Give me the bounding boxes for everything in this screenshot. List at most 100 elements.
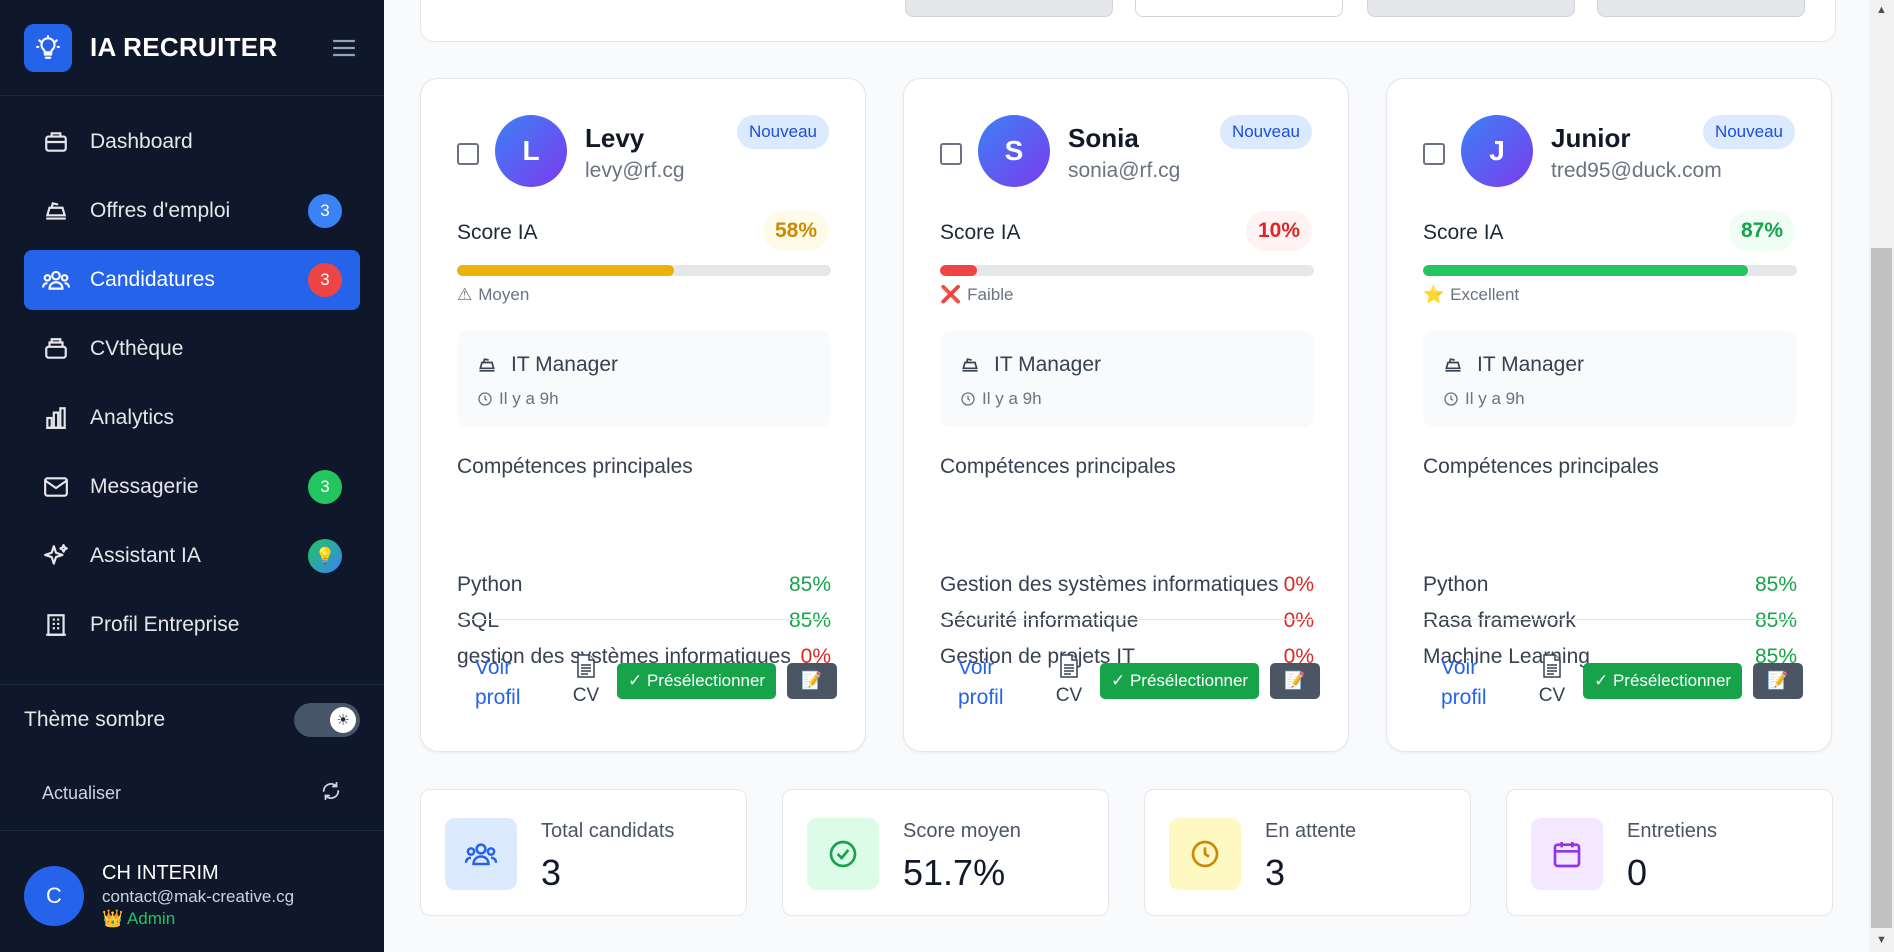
skill-row: Gestion des systèmes informatiques 0% — [940, 573, 1314, 597]
skill-row: Python 85% — [1423, 573, 1797, 597]
filter-button[interactable] — [1597, 0, 1805, 17]
clock-icon — [1169, 818, 1241, 890]
score-bar-fill — [457, 265, 674, 276]
skill-name: Python — [457, 573, 523, 596]
brand-name: IA RECRUITER — [90, 32, 278, 62]
preselect-button[interactable]: ✓ Présélectionner — [617, 663, 777, 699]
count-badge: 3 — [308, 470, 342, 504]
job-title: IT Manager — [1443, 353, 1584, 377]
level-icon: ❌ — [940, 285, 962, 304]
select-checkbox[interactable] — [940, 143, 962, 165]
job-title-text: IT Manager — [994, 353, 1101, 376]
sidebar-item-offres[interactable]: Offres d'emploi 3 — [24, 181, 360, 241]
link-text: profil — [1441, 686, 1487, 709]
filter-button[interactable] — [1367, 0, 1575, 17]
hamburger-menu-icon[interactable] — [328, 32, 360, 64]
skill-percent: 0% — [1283, 609, 1314, 632]
user-info: CH INTERIM contact@mak-creative.cg 👑 Adm… — [102, 862, 294, 929]
skill-name: Python — [1423, 573, 1489, 596]
skill-percent: 85% — [788, 573, 831, 596]
scrollbar[interactable]: ▲ ▼ — [1869, 0, 1894, 952]
select-checkbox[interactable] — [1423, 143, 1445, 165]
candidate-name: Sonia — [1068, 123, 1139, 153]
skill-name: SQL — [457, 609, 500, 632]
skill-name: Gestion de projets IT — [940, 645, 1135, 668]
cv-label: CV — [1538, 685, 1566, 706]
stat-card-score: Score moyen 51.7% — [782, 789, 1109, 916]
candidate-card: L Levy levy@rf.cg Nouveau Score IA 58% ⚠… — [420, 78, 866, 752]
user-profile[interactable]: C CH INTERIM contact@mak-creative.cg 👑 A… — [24, 862, 294, 929]
refresh-icon[interactable] — [320, 780, 342, 807]
sidebar-item-cvtheque[interactable]: CVthèque — [24, 319, 360, 379]
level-icon: ⚠ — [457, 285, 473, 304]
level-label: Moyen — [478, 285, 530, 304]
sidebar-item-label: Profil Entreprise — [90, 613, 240, 636]
cv-link[interactable]: CV — [571, 653, 601, 707]
sidebar-item-messagerie[interactable]: Messagerie 3 — [24, 457, 360, 517]
note-button[interactable]: 📝 — [1753, 663, 1803, 699]
score-value: 10% — [1245, 211, 1312, 251]
sidebar-item-label: Candidatures — [90, 268, 215, 291]
stat-label: En attente — [1265, 820, 1357, 842]
skill-percent: 0% — [1283, 645, 1314, 668]
sidebar-item-label: Assistant IA — [90, 544, 201, 567]
archive-icon — [42, 335, 70, 363]
sidebar-item-label: Analytics — [90, 406, 175, 429]
preselect-button[interactable]: ✓ Présélectionner — [1583, 663, 1743, 699]
candidate-name: Junior — [1551, 123, 1631, 153]
sidebar-item-candidatures[interactable]: Candidatures 3 — [24, 250, 360, 310]
count-badge: 3 — [308, 194, 342, 228]
stat-value: 0 — [1627, 852, 1648, 893]
skill-name: Gestion des systèmes informatiques — [940, 573, 1279, 596]
skills-title: Compétences principales — [457, 455, 693, 478]
score-bar-fill — [1423, 265, 1749, 276]
scroll-down-icon[interactable]: ▼ — [1876, 934, 1887, 946]
preselect-button[interactable]: ✓ Présélectionner — [1100, 663, 1260, 699]
skill-percent: 85% — [788, 609, 831, 632]
scrollbar-thumb[interactable] — [1871, 248, 1892, 928]
job-time-text: Il y a 9h — [982, 389, 1042, 408]
sidebar-item-profil[interactable]: Profil Entreprise — [24, 595, 360, 655]
sidebar-item-assistant[interactable]: Assistant IA 💡 — [24, 526, 360, 586]
level-label: Faible — [967, 285, 1014, 304]
theme-label: Thème sombre — [24, 708, 166, 731]
sun-icon: ☀ — [330, 707, 356, 733]
scroll-up-icon[interactable]: ▲ — [1876, 4, 1887, 16]
link-text: Voir — [958, 656, 995, 679]
view-profile-link[interactable]: Voir profil — [475, 653, 535, 713]
select-checkbox[interactable] — [457, 143, 479, 165]
skill-row: gestion des systèmes informatiques 0% — [457, 645, 831, 669]
level-icon: ⭐ — [1423, 285, 1445, 304]
stat-card-total: Total candidats 3 — [420, 789, 747, 916]
sparkles-icon — [42, 542, 70, 570]
skill-name: Sécurité informatique — [940, 609, 1139, 632]
sidebar-item-analytics[interactable]: Analytics — [24, 388, 360, 448]
filter-input[interactable] — [1135, 0, 1343, 17]
note-button[interactable]: 📝 — [1270, 663, 1320, 699]
link-text: Voir — [475, 656, 512, 679]
job-title: IT Manager — [477, 353, 618, 377]
score-label: Score IA — [457, 221, 538, 244]
note-button[interactable]: 📝 — [787, 663, 837, 699]
memo-icon: 📝 — [1767, 671, 1789, 690]
briefcase-icon — [479, 358, 495, 372]
score-bar — [940, 265, 1314, 276]
job-time-text: Il y a 9h — [499, 389, 559, 408]
view-profile-link[interactable]: Voir profil — [1441, 653, 1501, 713]
memo-icon: 📝 — [1284, 671, 1306, 690]
status-badge: Nouveau — [1702, 115, 1795, 149]
view-profile-link[interactable]: Voir profil — [958, 653, 1018, 713]
score-level: ⚠ Moyen — [457, 285, 529, 305]
sidebar-item-dashboard[interactable]: Dashboard — [24, 112, 360, 172]
score-bar — [457, 265, 831, 276]
cv-link[interactable]: CV — [1054, 653, 1084, 707]
link-text: profil — [958, 686, 1004, 709]
filter-button[interactable] — [905, 0, 1113, 17]
refresh-label[interactable]: Actualiser — [42, 783, 122, 803]
stat-value: 3 — [1265, 852, 1286, 893]
level-label: Excellent — [1450, 285, 1520, 304]
theme-toggle[interactable]: ☀ — [294, 703, 360, 737]
sidebar-item-label: Dashboard — [90, 130, 193, 153]
skill-row: Rasa framework 85% — [1423, 609, 1797, 633]
cv-link[interactable]: CV — [1537, 653, 1567, 707]
